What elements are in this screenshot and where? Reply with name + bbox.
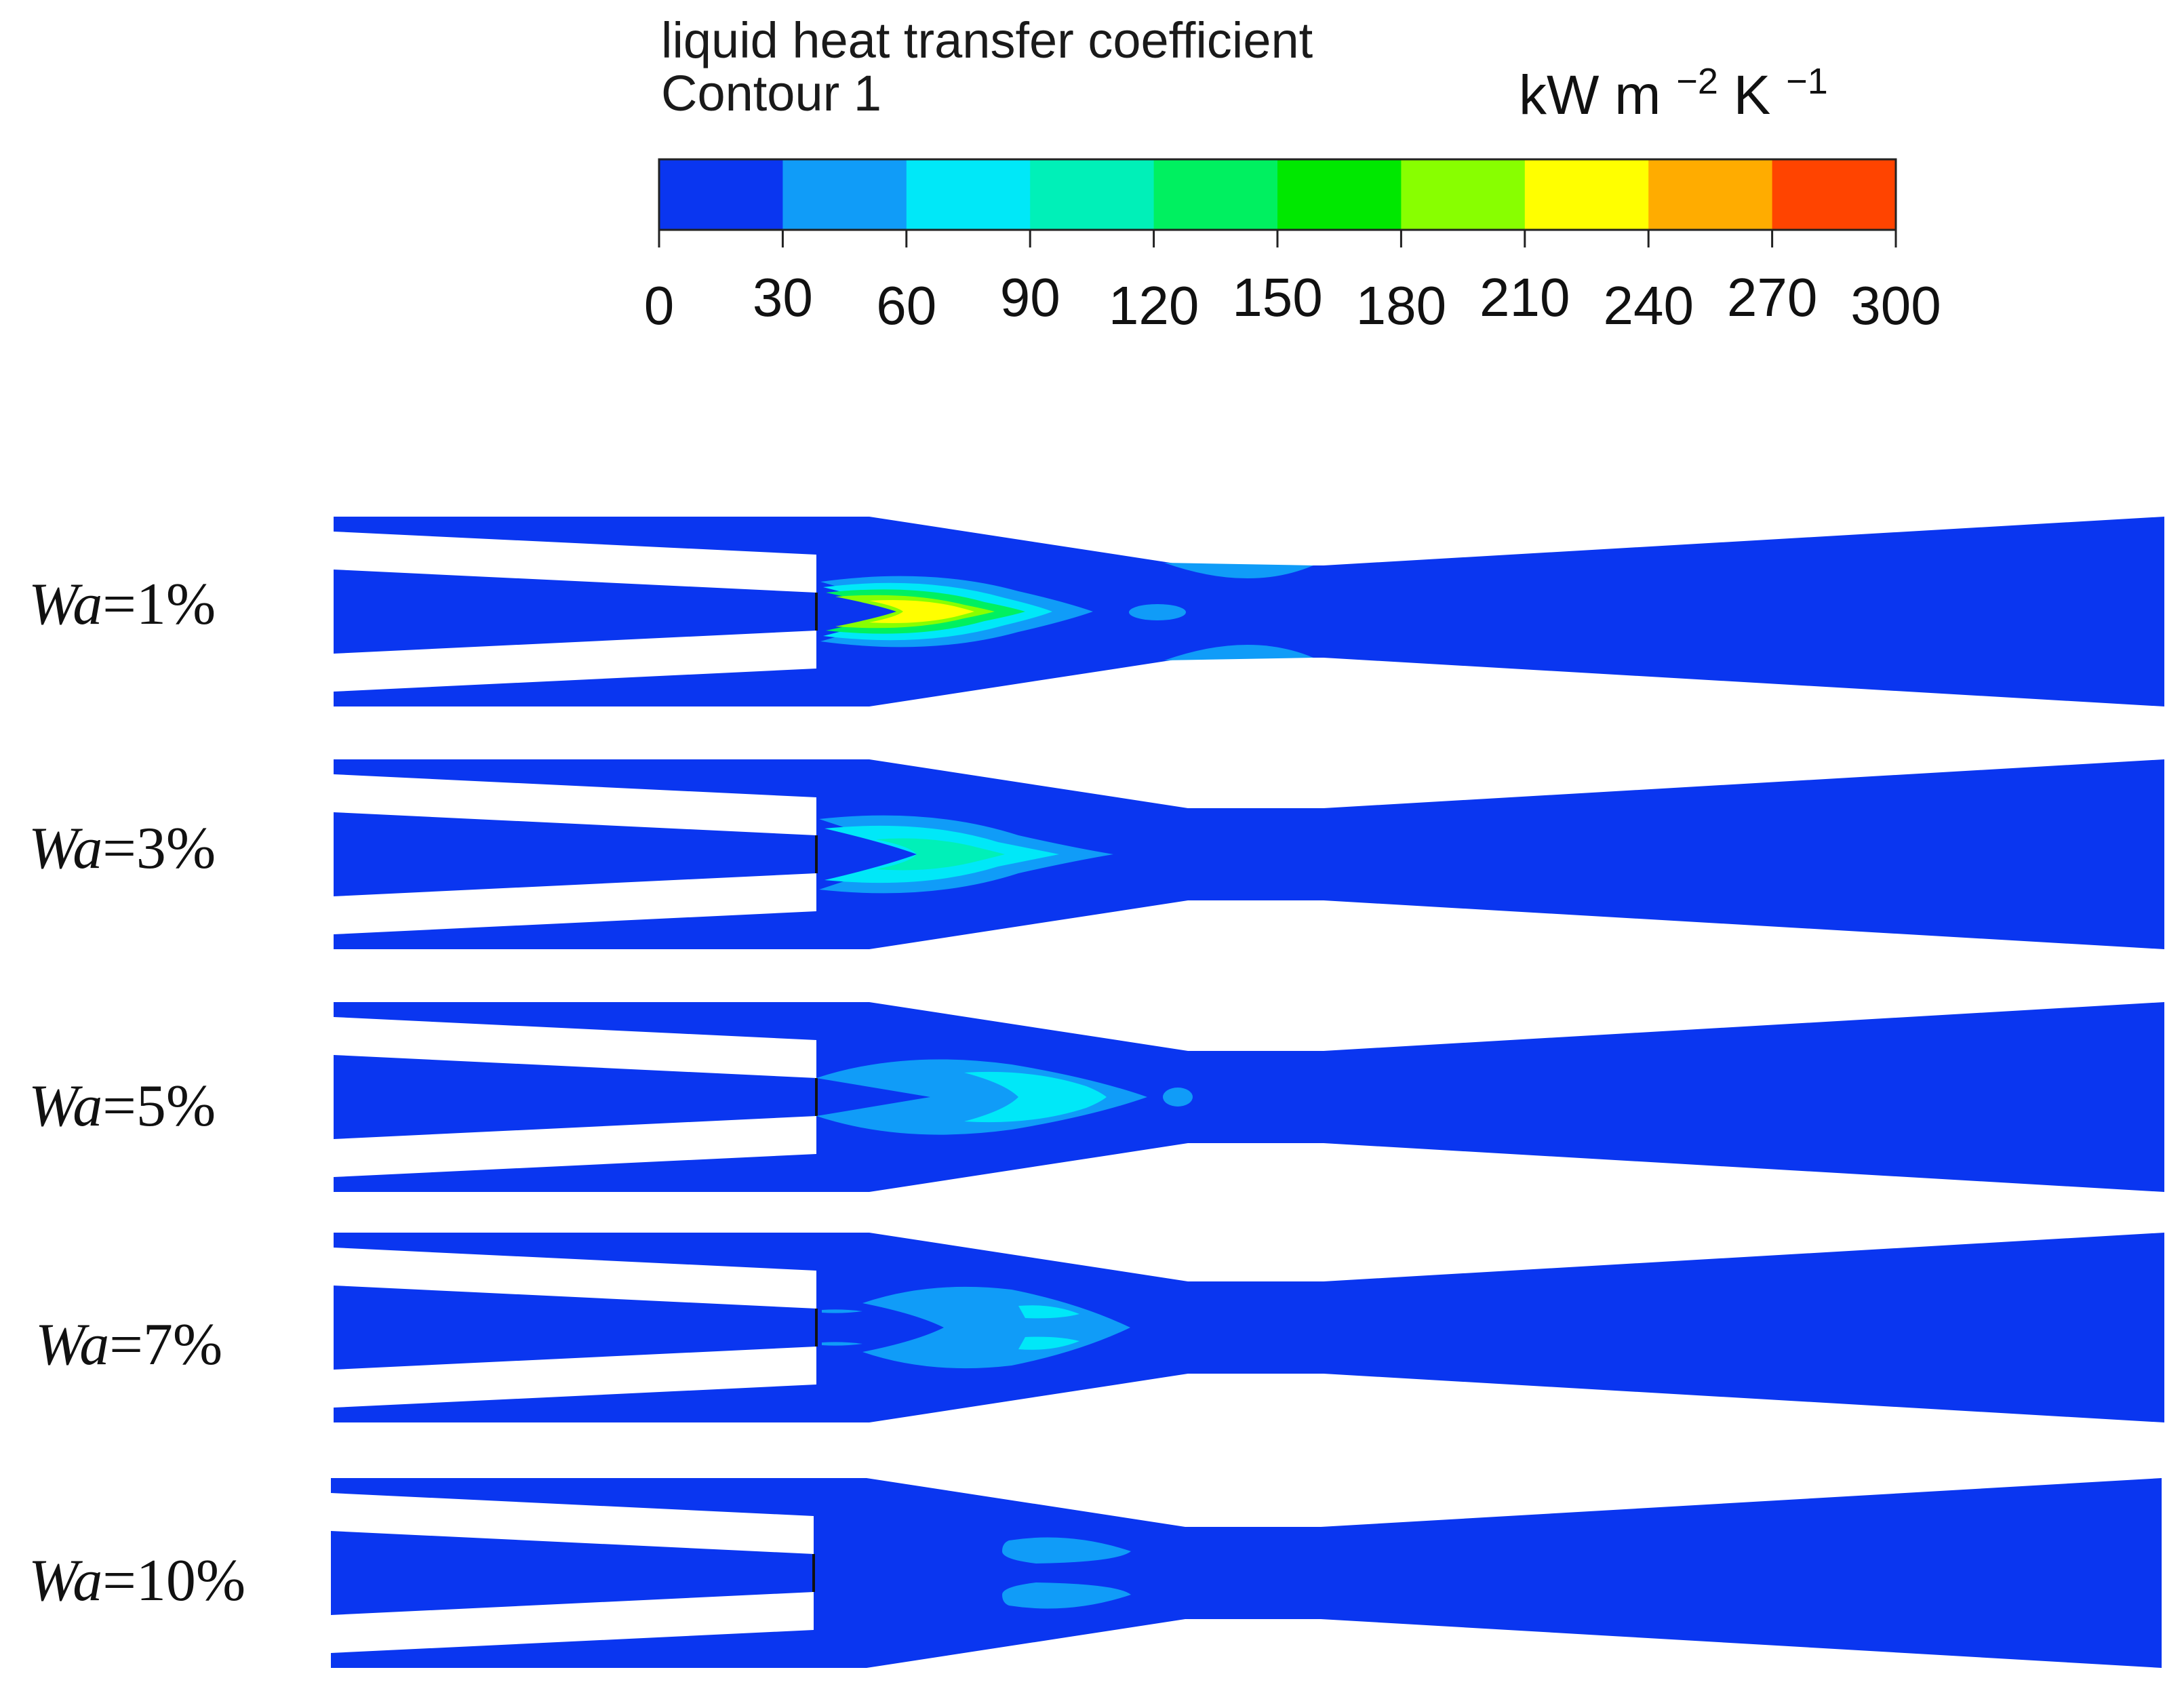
contour-region xyxy=(822,1286,1130,1369)
colorbar-segment xyxy=(782,159,907,230)
contour-region xyxy=(816,1059,1193,1135)
panel-label: Wa=3% xyxy=(28,816,216,881)
panel-wa-7: Wa=7% xyxy=(35,1231,2166,1424)
unit-base: kW m xyxy=(1519,64,1661,126)
colorbar-segment xyxy=(1277,159,1402,230)
colorbar-tick-label: 0 xyxy=(644,275,675,336)
unit-exponent-2: −1 xyxy=(1786,61,1828,102)
panel-label-value: =1% xyxy=(102,572,216,637)
panel-label: Wa=5% xyxy=(28,1073,216,1139)
panel-label-var: Wa xyxy=(28,1548,102,1614)
nozzle-domain xyxy=(330,1477,2163,1669)
contour-region xyxy=(820,563,1313,660)
panel-label-var: Wa xyxy=(35,1312,109,1378)
panel-label-var: Wa xyxy=(28,572,102,637)
colorbar-tick-label: 150 xyxy=(1232,267,1322,327)
colorbar-tick-label: 60 xyxy=(876,275,936,336)
colorbar-tick-label: 210 xyxy=(1480,267,1570,327)
colorbar-segment xyxy=(1153,159,1278,230)
nozzle-domain xyxy=(332,515,2166,708)
panel-label-value: =10% xyxy=(102,1548,245,1614)
panel-wa-3: Wa=3% xyxy=(28,758,2166,951)
panel-wa-1: Wa=1% xyxy=(28,515,2166,708)
colorbar-segment xyxy=(1648,159,1773,230)
colorbar-tick-label: 180 xyxy=(1356,275,1446,336)
colorbar-segment xyxy=(906,159,1031,230)
colorbar-tick-label: 90 xyxy=(1000,267,1060,327)
panel-label-var: Wa xyxy=(28,816,102,881)
colorbar-ticks xyxy=(658,230,1897,247)
legend-subtitle: Contour 1 xyxy=(661,65,881,121)
panel-label: Wa=1% xyxy=(28,572,216,637)
unit-mid: K xyxy=(1734,64,1771,126)
colorbar-segment xyxy=(1030,159,1155,230)
contour-region xyxy=(819,815,1113,894)
colorbar-tick-label: 300 xyxy=(1850,275,1941,336)
contour-region xyxy=(1002,1537,1131,1609)
panel-label-var: Wa xyxy=(28,1073,102,1139)
colorbar-tick-labels: 0 30 60 90 120 150 180 210 240 270 300 xyxy=(644,267,1941,336)
colorbar-tick-label: 30 xyxy=(753,267,813,327)
panel-label-value: =7% xyxy=(109,1312,222,1378)
nozzle-domain xyxy=(332,1231,2166,1424)
unit-exponent-1: −2 xyxy=(1676,61,1718,102)
colorbar-segment xyxy=(1772,159,1897,230)
colorbar-segment xyxy=(1401,159,1526,230)
nozzle-domain xyxy=(332,1001,2166,1193)
panel-wa-5: Wa=5% xyxy=(28,1001,2166,1193)
colorbar-segment xyxy=(659,159,783,230)
legend-unit: kW m −2 K −1 xyxy=(1519,44,1828,126)
panel-label: Wa=10% xyxy=(28,1548,245,1614)
color-legend: liquid heat transfer coefficient Contour… xyxy=(644,12,1941,336)
panel-label-value: =3% xyxy=(102,816,216,881)
panel-label: Wa=7% xyxy=(35,1312,222,1378)
colorbar-segment xyxy=(1524,159,1649,230)
panel-wa-10: Wa=10% xyxy=(28,1477,2163,1669)
colorbar-tick-label: 120 xyxy=(1109,275,1199,336)
colorbar xyxy=(659,159,1897,230)
colorbar-tick-label: 240 xyxy=(1603,275,1693,336)
nozzle-domain xyxy=(332,758,2166,951)
colorbar-tick-label: 270 xyxy=(1727,267,1817,327)
panel-label-value: =5% xyxy=(102,1073,216,1139)
legend-title: liquid heat transfer coefficient xyxy=(661,12,1313,68)
